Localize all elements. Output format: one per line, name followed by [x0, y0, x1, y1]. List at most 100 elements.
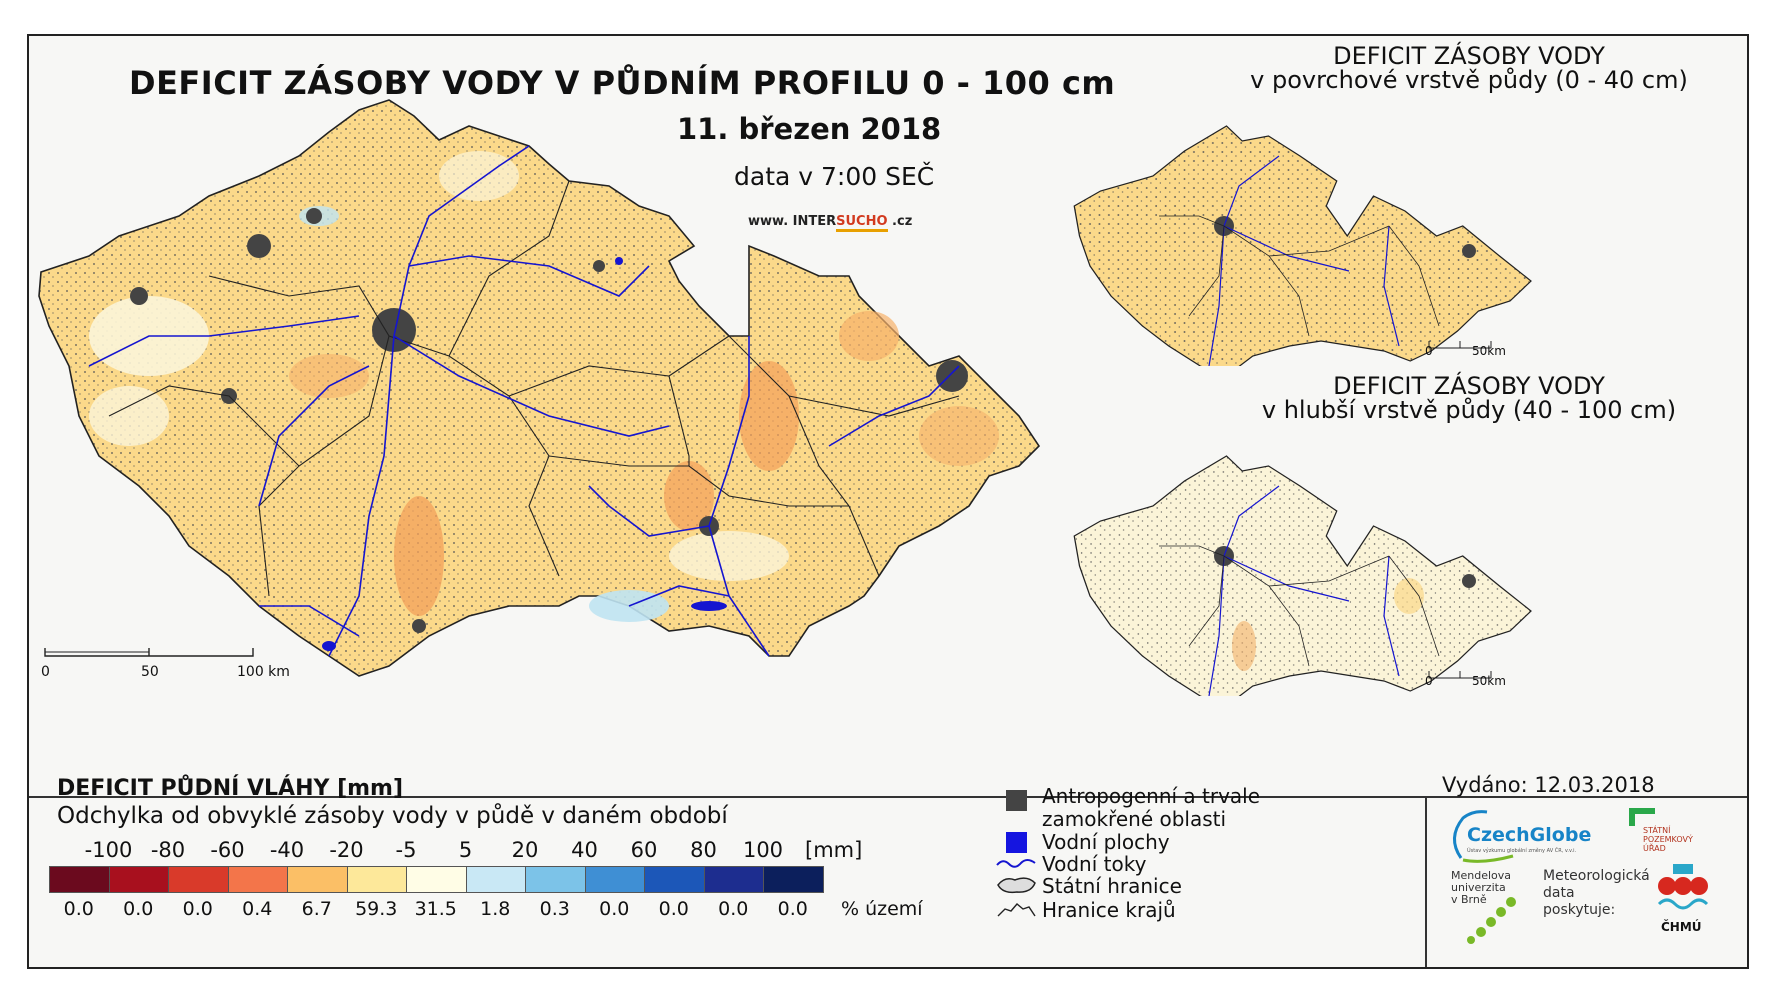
water-body — [615, 257, 623, 265]
deficit-spot — [739, 361, 799, 471]
mendelu-line-2: univerzita — [1451, 881, 1506, 894]
legend-percent-value: 0.0 — [718, 898, 749, 920]
legend-swatch — [287, 866, 348, 893]
czechglobe-sub: Ústav výzkumu globální změny AV ČR, v.v.… — [1467, 848, 1577, 854]
mendelu-dots-icon — [1467, 897, 1516, 944]
mendelu-logo: Mendelova univerzita v Brně — [1441, 866, 1541, 956]
region-borders — [108, 180, 960, 597]
rivers-label: Vodní toky — [1042, 852, 1147, 876]
legend-title: DEFICIT PŮDNÍ VLÁHY [mm] — [57, 776, 404, 801]
legend-tick-label: 80 — [690, 838, 717, 862]
city — [247, 234, 271, 258]
anthropogenic-label-1: Antropogenní a trvale — [1042, 784, 1261, 808]
legend-percent-value: 0.0 — [182, 898, 213, 920]
city-ostrava — [936, 360, 968, 392]
legend-swatch — [168, 866, 229, 893]
legend-swatch — [406, 866, 467, 893]
legend-swatch — [108, 866, 169, 893]
legend-percent-value: 0.4 — [242, 898, 273, 920]
anthropogenic-label-2: zamokřené oblasti — [1042, 807, 1227, 831]
legend-percent-value: 0.3 — [539, 898, 570, 920]
legend-percent-value: 31.5 — [414, 898, 457, 920]
legend-subtitle: Odchylka od obvyklé zásoby vody v půdě v… — [57, 803, 728, 829]
legend-percent-value: 1.8 — [480, 898, 511, 920]
inset-bottom-title-2: v hlubší vrstvě půdy (40 - 100 cm) — [1261, 396, 1677, 424]
main-title: DEFICIT ZÁSOBY VODY V PŮDNÍM PROFILU 0 -… — [129, 64, 1116, 102]
water-bodies-label: Vodní plochy — [1042, 830, 1170, 854]
footer-divider — [1425, 798, 1427, 967]
city — [306, 208, 322, 224]
state-border-swatch — [997, 877, 1036, 894]
legend-percent-value: 0.0 — [658, 898, 689, 920]
mendelu-line-3: v Brně — [1451, 893, 1487, 906]
legend-unit: [mm] — [805, 838, 863, 862]
inset-top-map — [1073, 125, 1532, 366]
chmu-logo: ČHMÚ — [1653, 864, 1723, 944]
deficit-spot — [289, 354, 369, 398]
legend-percent-value: 59.3 — [355, 898, 398, 920]
logo-area: CzechGlobe Ústav výzkumu globální změny … — [1431, 804, 1743, 966]
deficit-spot — [394, 496, 444, 616]
main-country-shape — [38, 99, 1041, 677]
meteo-line-3: poskytuje: — [1543, 902, 1616, 918]
map-frame: 0 50 100 km DEFICIT ZÁSOBY VODY V PŮDNÍM… — [27, 34, 1749, 969]
city — [412, 619, 426, 633]
legend-tick-label: -60 — [210, 838, 245, 862]
inset-bottom-scale-50: 50km — [1472, 674, 1506, 688]
spu-line-1: STÁTNÍ — [1643, 826, 1671, 835]
light-area — [669, 531, 789, 581]
spu-line-3: ÚŘAD — [1643, 844, 1666, 853]
main-scale-bar — [44, 648, 254, 657]
deficit-spot — [839, 311, 899, 361]
legend-swatch — [465, 866, 526, 893]
legend-percent-label: % území — [841, 898, 923, 920]
water-body — [322, 641, 336, 651]
anthropogenic-swatch — [1006, 790, 1027, 811]
light-area — [89, 386, 169, 446]
inset-bottom-map — [1073, 455, 1532, 696]
legend-tick-label: 100 — [742, 838, 784, 862]
chmu-icon — [1657, 864, 1709, 910]
legend-percent-value: 0.0 — [123, 898, 154, 920]
legend-percent-value: 0.0 — [63, 898, 94, 920]
inset-top-scale-bar — [1428, 341, 1492, 349]
water-body — [691, 601, 727, 611]
legend-swatch — [584, 866, 645, 893]
main-scale-100: 100 km — [237, 664, 290, 680]
legend-tick-label: -20 — [329, 838, 364, 862]
city — [593, 260, 605, 272]
inset-top-scale-50: 50km — [1472, 344, 1506, 358]
legend-swatch — [227, 866, 288, 893]
rivers-swatch — [996, 859, 1036, 868]
legend-swatch — [346, 866, 407, 893]
deficit-spot — [919, 406, 999, 466]
meteo-line-1: Meteorologická — [1543, 868, 1650, 884]
deficit-spot — [664, 461, 714, 531]
region-border-swatch — [997, 903, 1036, 917]
website-prefix: www. INTER — [748, 214, 837, 229]
legend-swatch — [525, 866, 586, 893]
issued-date: Vydáno: 12.03.2018 — [1442, 773, 1655, 797]
inset-top-title-2: v povrchové vrstvě půdy (0 - 40 cm) — [1250, 66, 1688, 94]
map-time: data v 7:00 SEČ — [734, 162, 935, 191]
main-map — [38, 99, 1041, 677]
legend-tick-label: -80 — [150, 838, 186, 862]
legend-percent-value: 0.0 — [599, 898, 630, 920]
legend-swatch — [763, 866, 824, 893]
mendelu-line-1: Mendelova — [1451, 869, 1512, 882]
legend-divider — [29, 796, 1747, 798]
map-area: 0 50 100 km DEFICIT ZÁSOBY VODY V PŮDNÍM… — [29, 36, 1747, 797]
czechglobe-swoosh-icon — [1453, 810, 1514, 863]
state-border-label: Státní hranice — [1042, 874, 1182, 898]
legend-swatch — [49, 866, 110, 893]
legend-tick-label: -5 — [395, 838, 417, 862]
legend-percent-value: 0.0 — [777, 898, 808, 920]
main-scale-50: 50 — [141, 664, 159, 680]
czechglobe-logo: CzechGlobe Ústav výzkumu globální změny … — [1443, 808, 1593, 864]
legend-tick-label: -100 — [84, 838, 133, 862]
legend-tick-label: 60 — [630, 838, 658, 862]
inset-top-scale-0: 0 — [1425, 344, 1433, 358]
region-border-label: Hranice krajů — [1042, 898, 1176, 922]
legend-swatch — [703, 866, 764, 893]
legend-tick-label: -40 — [269, 838, 305, 862]
